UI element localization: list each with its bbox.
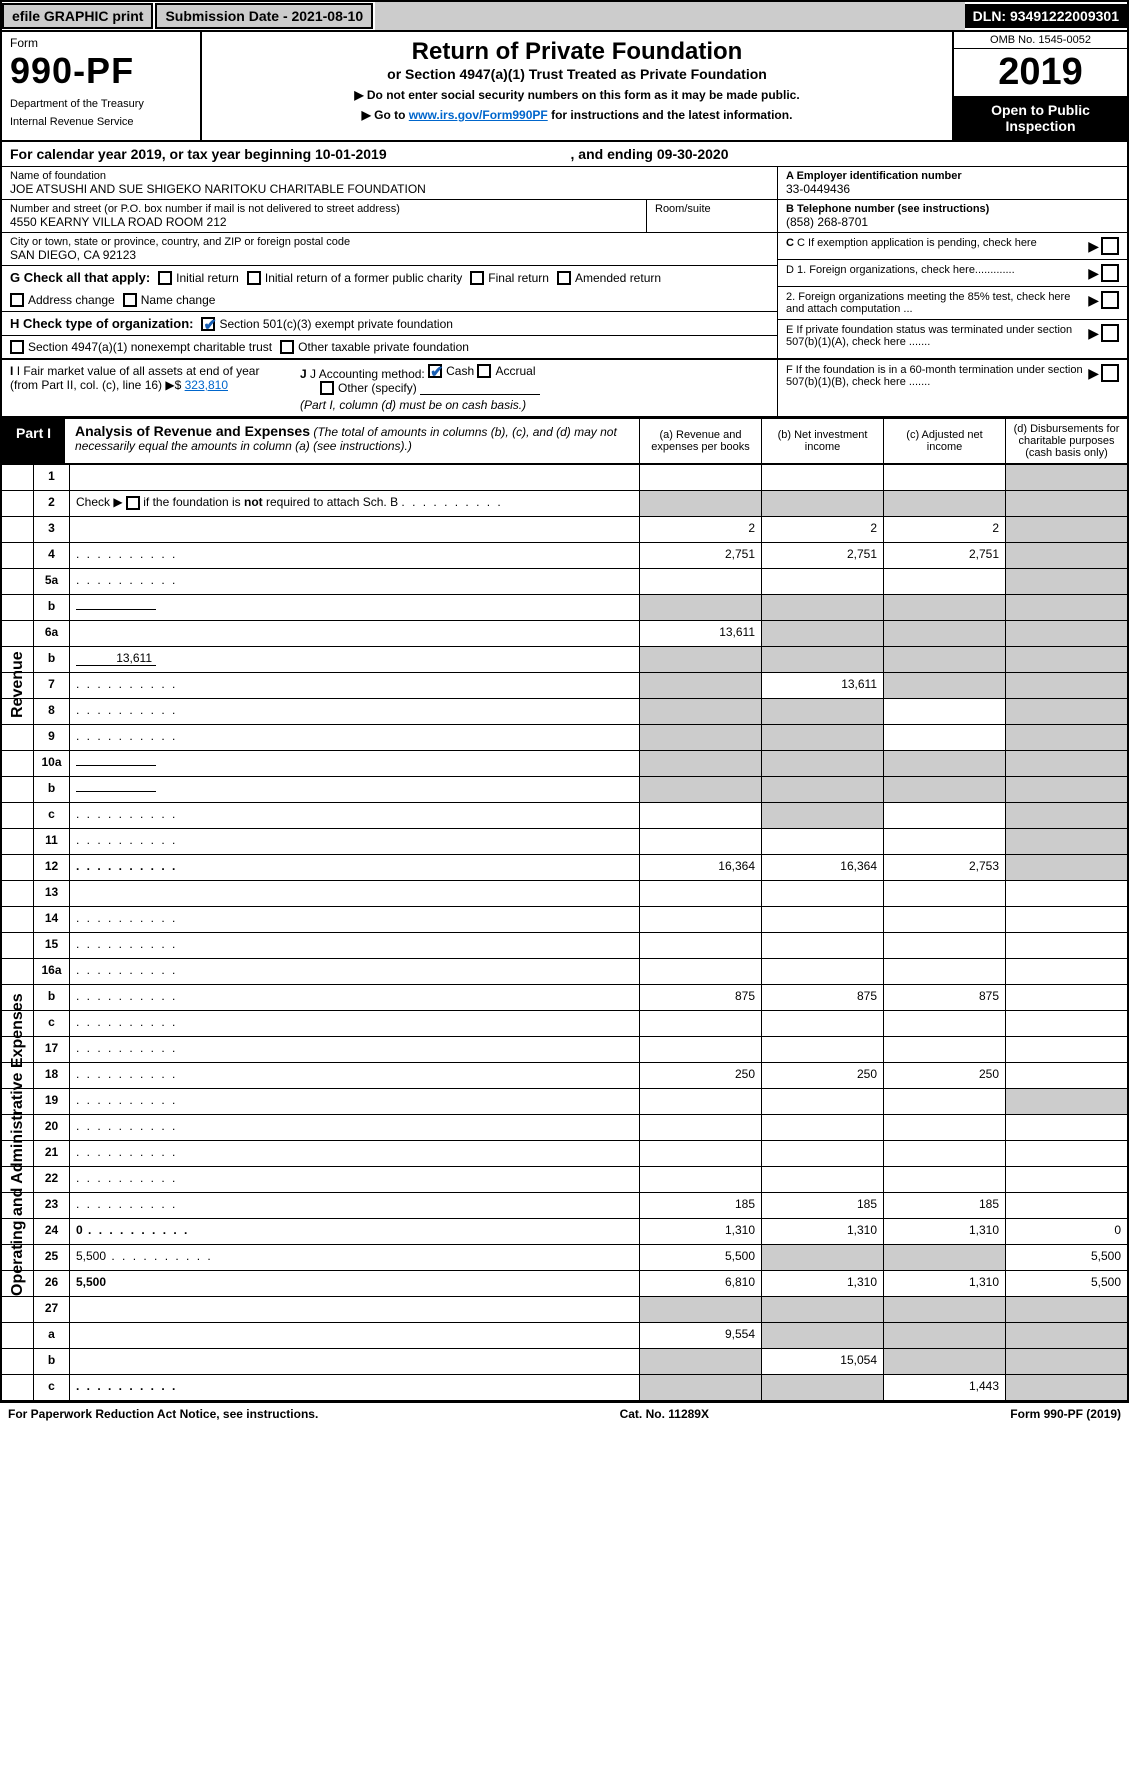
form-label: Form [10, 36, 192, 50]
table-row: a9,554 [2, 1323, 1127, 1349]
table-row: 15 [2, 933, 1127, 959]
ein-cell: A Employer identification number 33-0449… [778, 167, 1127, 200]
part1-table: Revenue Operating and Administrative Exp… [0, 465, 1129, 1403]
table-row: 20 [2, 1115, 1127, 1141]
side-revenue: Revenue [6, 595, 30, 775]
col-a: (a) Revenue and expenses per books [639, 419, 761, 463]
chk-cash[interactable] [428, 364, 442, 378]
header-center: Return of Private Foundation or Section … [202, 32, 952, 140]
table-row: 27 [2, 1297, 1127, 1323]
h-row2: Section 4947(a)(1) nonexempt charitable … [2, 336, 777, 358]
omb: OMB No. 1545-0052 [954, 32, 1127, 49]
g-row: G Check all that apply: Initial return I… [2, 266, 777, 312]
d1-item: D 1. Foreign organizations, check here..… [778, 260, 1127, 287]
table-row: 265,5006,8101,3101,3105,500 [2, 1271, 1127, 1297]
table-row: b [2, 595, 1127, 621]
table-row: b [2, 777, 1127, 803]
chk-501c3[interactable] [201, 317, 215, 331]
table-row: c [2, 803, 1127, 829]
table-row: 16a [2, 959, 1127, 985]
entity-info: Name of foundation JOE ATSUSHI AND SUE S… [0, 167, 1129, 360]
col-b: (b) Net investment income [761, 419, 883, 463]
table-row: 13 [2, 881, 1127, 907]
table-row: b15,054 [2, 1349, 1127, 1375]
table-row: c1,443 [2, 1375, 1127, 1401]
header-right: OMB No. 1545-0052 2019 Open to Public In… [952, 32, 1127, 140]
table-row: 21 [2, 1141, 1127, 1167]
ij-row: I I Fair market value of all assets at e… [0, 360, 1129, 417]
table-row: 713,611 [2, 673, 1127, 699]
year: 2019 [954, 49, 1127, 96]
c-item: C C If exemption application is pending,… [778, 233, 1127, 260]
form-header: Form 990-PF Department of the Treasury I… [0, 32, 1129, 142]
header-left: Form 990-PF Department of the Treasury I… [2, 32, 202, 140]
table-row: 19 [2, 1089, 1127, 1115]
irs: Internal Revenue Service [10, 116, 192, 128]
col-d: (d) Disbursements for charitable purpose… [1005, 419, 1127, 463]
dept: Department of the Treasury [10, 98, 192, 110]
suite: Room/suite [647, 200, 777, 232]
d2-item: 2. Foreign organizations meeting the 85%… [778, 287, 1127, 320]
calendar-row: For calendar year 2019, or tax year begi… [0, 142, 1129, 167]
table-row: c [2, 1011, 1127, 1037]
table-row: 10a [2, 751, 1127, 777]
table-row: 2401,3101,3101,3100 [2, 1219, 1127, 1245]
addr-row: Number and street (or P.O. box number if… [2, 200, 777, 233]
subdate-btn[interactable]: Submission Date - 2021-08-10 [155, 3, 373, 29]
table-row: 6a13,611 [2, 621, 1127, 647]
h-row: H Check type of organization: Section 50… [2, 312, 777, 336]
dln: DLN: 93491222009301 [965, 4, 1127, 28]
form-number: 990-PF [10, 50, 192, 92]
phone-cell: B Telephone number (see instructions) (8… [778, 200, 1127, 233]
subtitle: or Section 4947(a)(1) Trust Treated as P… [208, 66, 946, 82]
table-row: 22 [2, 1167, 1127, 1193]
side-expenses: Operating and Administrative Expenses [6, 975, 30, 1315]
table-row: b875875875 [2, 985, 1127, 1011]
table-row: 18250250250 [2, 1063, 1127, 1089]
topbar: efile GRAPHIC print Submission Date - 20… [0, 0, 1129, 32]
f-item: F If the foundation is in a 60-month ter… [778, 360, 1127, 416]
topbar-spacer [375, 2, 965, 30]
table-row: 5a [2, 569, 1127, 595]
table-row: 3222 [2, 517, 1127, 543]
table-row: 8 [2, 699, 1127, 725]
table-row: 11 [2, 829, 1127, 855]
part1-header: Part I Analysis of Revenue and Expenses … [0, 417, 1129, 465]
table-row: 17 [2, 1037, 1127, 1063]
name-cell: Name of foundation JOE ATSUSHI AND SUE S… [2, 167, 777, 200]
col-c: (c) Adjusted net income [883, 419, 1005, 463]
footer: For Paperwork Reduction Act Notice, see … [0, 1403, 1129, 1425]
table-row: 23185185185 [2, 1193, 1127, 1219]
city-cell: City or town, state or province, country… [2, 233, 777, 266]
table-row: 1216,36416,3642,753 [2, 855, 1127, 881]
title: Return of Private Foundation [208, 38, 946, 66]
table-row: 42,7512,7512,751 [2, 543, 1127, 569]
instr-link[interactable]: www.irs.gov/Form990PF [409, 108, 548, 122]
table-row: 1 [2, 465, 1127, 491]
efile-btn[interactable]: efile GRAPHIC print [2, 3, 153, 29]
table-row: 14 [2, 907, 1127, 933]
open-inspection: Open to Public Inspection [954, 96, 1127, 140]
table-row: 9 [2, 725, 1127, 751]
fmv-link[interactable]: 323,810 [185, 378, 228, 392]
table-row: b 13,611 [2, 647, 1127, 673]
table-row: 255,5005,5005,500 [2, 1245, 1127, 1271]
part-tab: Part I [2, 419, 65, 463]
instr1: ▶ Do not enter social security numbers o… [208, 88, 946, 102]
table-row: 2Check ▶ if the foundation is not requir… [2, 491, 1127, 517]
instr2: ▶ Go to www.irs.gov/Form990PF for instru… [208, 108, 946, 122]
e-item: E If private foundation status was termi… [778, 320, 1127, 352]
